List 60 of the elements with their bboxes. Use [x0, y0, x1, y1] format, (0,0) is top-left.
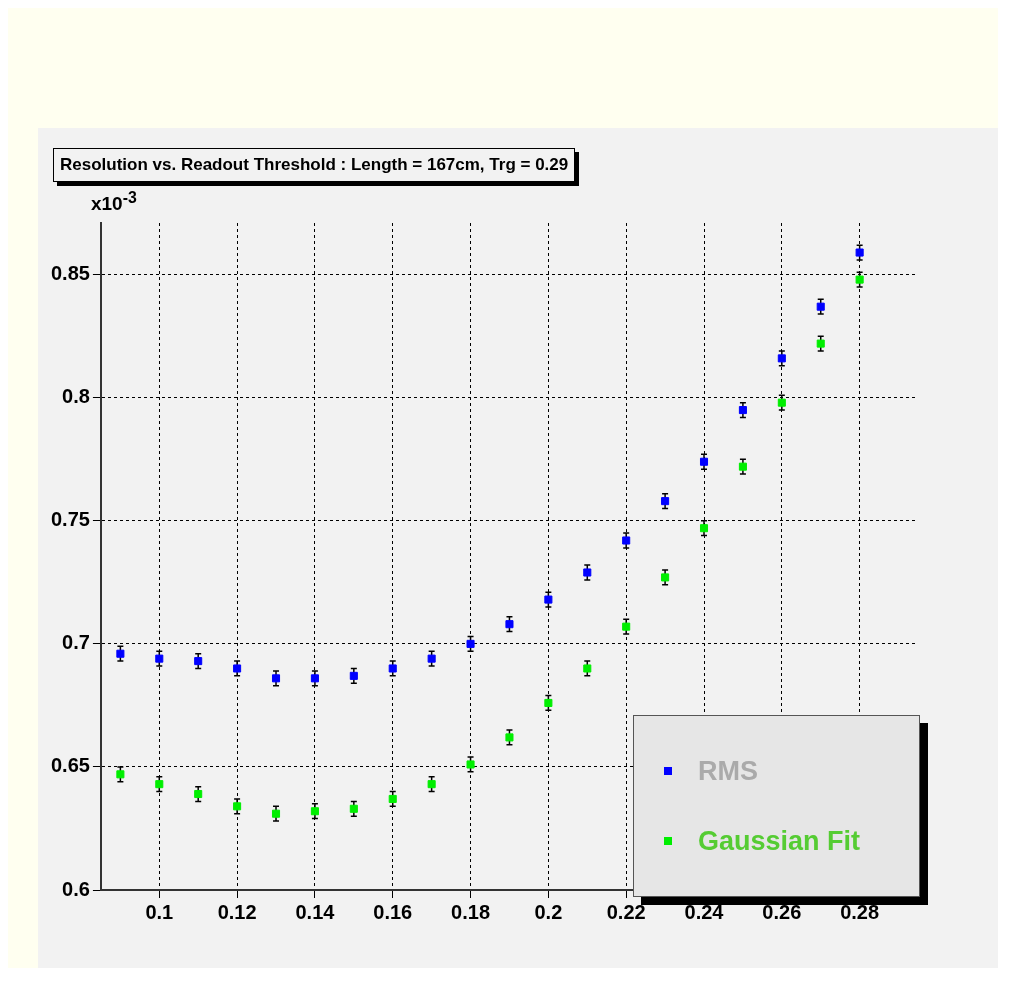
point [583, 664, 592, 673]
text: x10$^{-3}$ [90, 189, 137, 216]
x-tick-label: 0.22 [606, 900, 646, 923]
point [855, 275, 864, 284]
x-tick-label: 0.12 [217, 900, 257, 923]
point [738, 462, 747, 471]
point [777, 354, 786, 363]
point [310, 674, 319, 683]
point [194, 657, 203, 666]
point [155, 654, 164, 663]
point [233, 664, 242, 673]
y-tick-label: 0.75 [50, 508, 90, 531]
point [544, 595, 553, 604]
point [622, 536, 631, 545]
point [388, 794, 397, 803]
chart-title: Resolution vs. Readout Threshold : Length = 167cm, Trg = 0.29 [53, 148, 576, 182]
point [661, 497, 670, 506]
point [427, 654, 436, 663]
point [116, 770, 125, 779]
y-tick-label: 0.6 [62, 877, 90, 900]
x-tick-label: 0.28 [840, 900, 880, 923]
x-tick-label: 0.26 [762, 900, 802, 923]
point [466, 760, 475, 769]
point [699, 524, 709, 533]
point [271, 809, 281, 818]
point [699, 457, 709, 466]
x-tick-label: 0.24 [684, 900, 725, 923]
x-tick-label: 0.18 [451, 900, 491, 923]
y-tick-label: 0.65 [50, 754, 90, 777]
point [466, 639, 475, 648]
point [816, 302, 825, 311]
point [661, 573, 670, 582]
x-tick-label: 0.2 [534, 900, 563, 923]
point [544, 698, 553, 707]
point [505, 733, 514, 742]
legend-label: Gaussian Fit [698, 825, 861, 857]
x-tick-label: 0.16 [373, 900, 413, 923]
y-tick-label: 0.8 [62, 385, 90, 408]
point [855, 248, 864, 257]
point [271, 674, 281, 683]
point [505, 620, 514, 629]
point [233, 802, 242, 811]
x-tick-label: 0.14 [295, 900, 336, 923]
point [583, 568, 592, 577]
legend-label: RMS [698, 755, 758, 787]
point [155, 780, 164, 789]
point [388, 664, 397, 673]
point [349, 671, 358, 680]
y-tick-label: 0.7 [62, 631, 90, 654]
point [310, 807, 319, 816]
point [194, 789, 203, 799]
point [738, 406, 747, 415]
point [622, 622, 631, 631]
point [816, 339, 825, 348]
point [777, 398, 786, 407]
point [116, 649, 125, 658]
point [349, 804, 358, 813]
point [427, 780, 436, 789]
y-tick-label: 0.85 [50, 262, 90, 285]
x-tick-label: 0.1 [145, 900, 174, 923]
